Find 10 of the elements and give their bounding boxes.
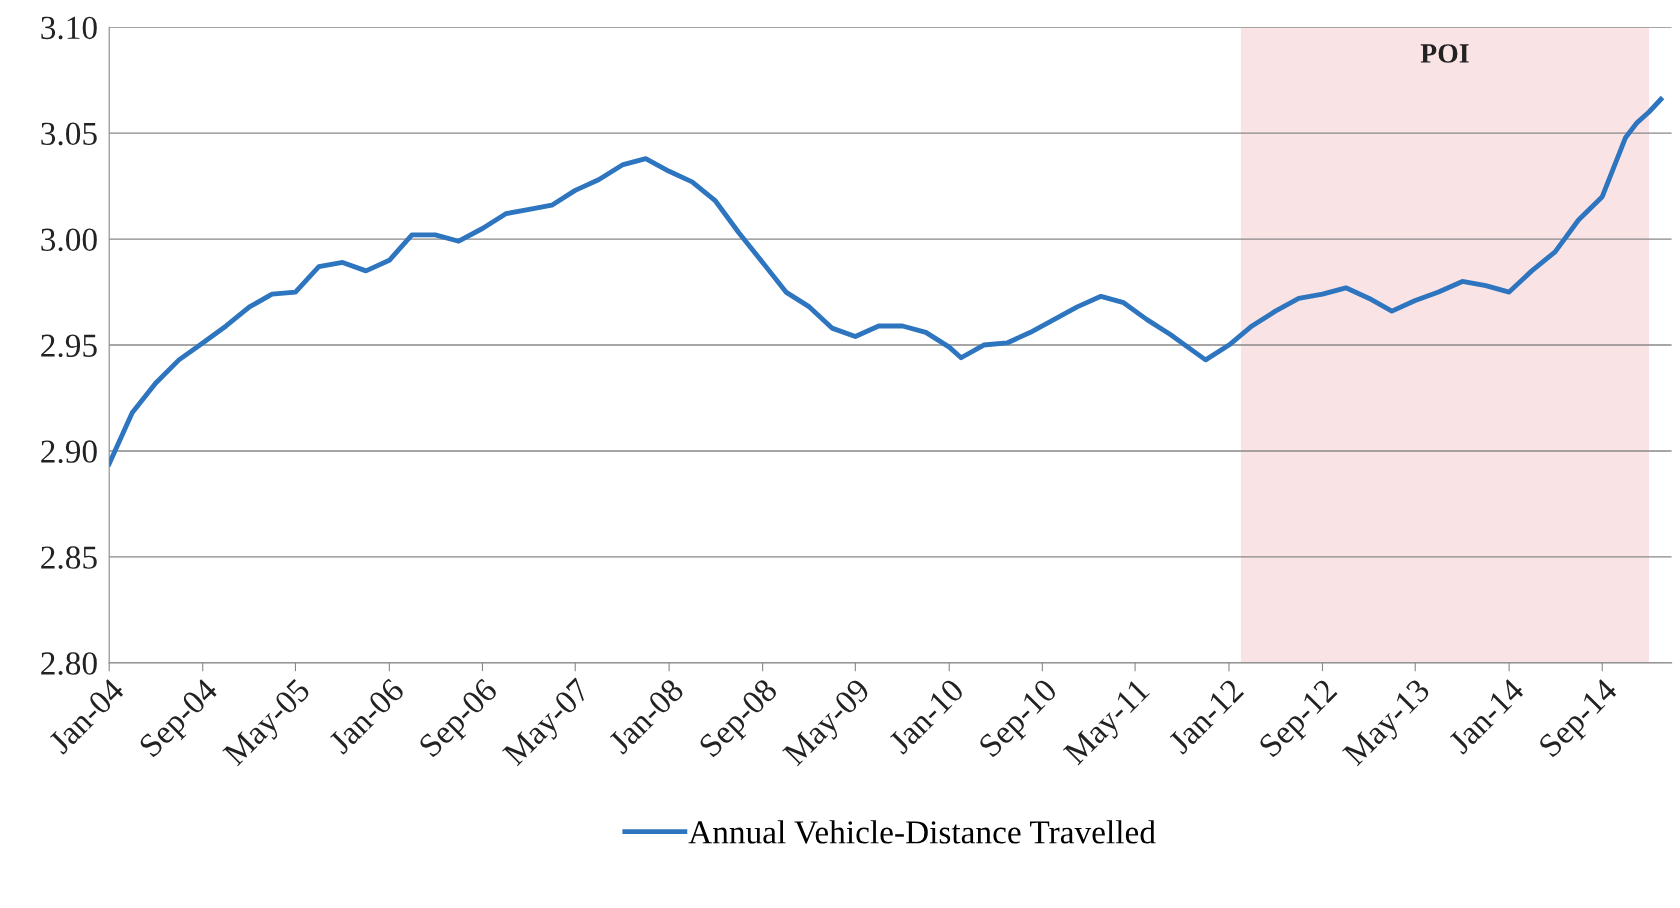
y-tick-label: 2.85 bbox=[41, 546, 97, 569]
line-series bbox=[109, 96, 1664, 467]
legend-label: Annual Vehicle-Distance Travelled bbox=[688, 820, 1156, 844]
y-tick-label: 3.05 bbox=[41, 122, 97, 146]
y-tick-label: 3.10 bbox=[41, 16, 97, 40]
band-label: POI bbox=[1420, 44, 1469, 63]
y-tick-label: 2.90 bbox=[41, 440, 97, 464]
y-tick-label: 3.00 bbox=[41, 228, 97, 252]
y-tick-label: 2.95 bbox=[41, 334, 97, 358]
y-tick-label: 2.80 bbox=[41, 652, 97, 675]
